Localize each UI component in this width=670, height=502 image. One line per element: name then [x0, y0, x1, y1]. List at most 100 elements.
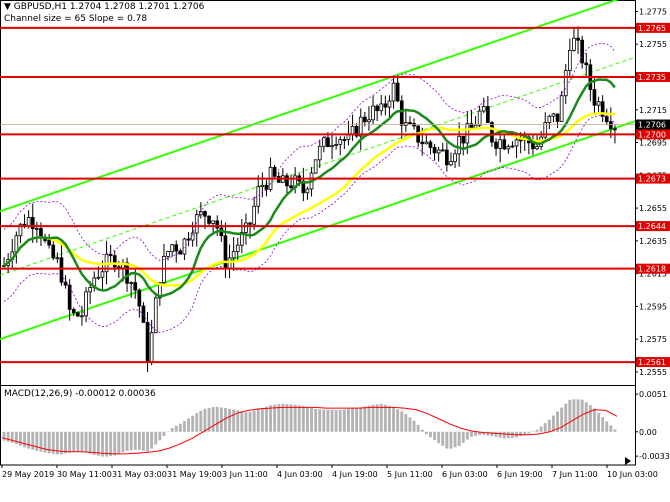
candle-body [330, 145, 334, 148]
candle-body [84, 291, 88, 317]
macd-histogram-bar [260, 407, 264, 432]
candle-body [563, 70, 568, 97]
macd-histogram-bar [404, 414, 408, 432]
macd-histogram-bar [326, 409, 330, 432]
candle-body [502, 139, 507, 150]
price-tick-label: 1.2575 [639, 335, 667, 344]
macd-histogram-bar [10, 431, 14, 443]
price-tick-label: 1.2775 [639, 7, 667, 16]
macd-histogram-bar [183, 421, 186, 432]
candle-body [272, 166, 277, 177]
macd-histogram-bar [248, 412, 252, 432]
candle-body [408, 122, 412, 124]
macd-histogram-bar [60, 431, 63, 455]
macd-histogram-bar [609, 425, 613, 432]
macd-histogram-bar [293, 404, 297, 432]
candle-body [596, 101, 601, 106]
candle-body [428, 141, 433, 148]
dropdown-arrow-icon[interactable]: ▼ [4, 2, 11, 12]
macd-histogram-bar [162, 431, 166, 436]
level-label-bg [636, 263, 670, 274]
macd-histogram-bar [142, 431, 145, 451]
macd-histogram-bar [535, 429, 539, 432]
macd-histogram-bar [383, 404, 387, 432]
candle-body [223, 235, 228, 269]
macd-histogram-bar [285, 404, 289, 432]
candle-body [211, 220, 215, 224]
macd-histogram-bar [568, 399, 572, 432]
candle-body [424, 141, 429, 145]
candle-body [375, 105, 379, 112]
channel-info: Channel size = 65 Slope = 0.78 [4, 14, 148, 24]
price-tick-label: 1.2555 [639, 368, 667, 377]
candle-body [477, 110, 482, 126]
candle-body [252, 205, 256, 225]
candle-body [387, 100, 392, 108]
candle-body [149, 332, 154, 363]
candle-body [572, 37, 576, 51]
level-label-bg [636, 129, 670, 140]
macd-histogram-bar [92, 431, 96, 455]
macd-histogram-bar [494, 431, 498, 437]
macd-histogram-bar [277, 404, 281, 432]
channel-upper-line [0, 0, 619, 213]
macd-histogram-bar [101, 431, 104, 457]
candle-body [248, 222, 252, 225]
candle-body [14, 235, 19, 253]
macd-tick-label: 0.00 [639, 428, 657, 437]
macd-histogram-bar [174, 425, 178, 432]
candle-body [613, 128, 617, 131]
macd-histogram-bar [2, 431, 6, 441]
candle-body [260, 184, 265, 188]
candle-body [35, 228, 39, 230]
macd-histogram-bar [19, 431, 22, 446]
channel-lower-line [0, 120, 636, 341]
candle-body [166, 251, 170, 257]
symbol-info: ▼ GBPUSD,H1 1.2704 1.2708 1.2701 1.2706 [4, 2, 204, 12]
candle-body [584, 62, 589, 66]
candle-body [182, 238, 187, 255]
macd-histogram-bar [23, 431, 26, 448]
macd-histogram-bar [461, 431, 465, 443]
macd-histogram-bar [47, 431, 51, 454]
candle-body [440, 149, 445, 152]
macd-histogram-bar [109, 431, 113, 456]
macd-histogram-bar [601, 417, 605, 432]
macd-histogram-bar [154, 431, 158, 445]
level-label: 1.2673 [638, 175, 666, 184]
time-tick-label: 31 May 19:00 [167, 470, 222, 479]
candle-body [354, 125, 359, 137]
macd-histogram-bar [613, 429, 617, 432]
candle-body [494, 141, 498, 149]
price-tick-label: 1.2715 [639, 106, 667, 115]
candle-body [194, 214, 199, 234]
macd-histogram-bar [482, 431, 486, 436]
candle-body [289, 185, 293, 189]
candle-body [190, 232, 195, 241]
macd-histogram-bar [219, 407, 223, 432]
ma-yellow-line [3, 111, 616, 287]
macd-tick-label: 0.0051 [639, 390, 667, 399]
macd-histogram-bar [158, 431, 162, 441]
macd-histogram-bar [449, 431, 453, 449]
macd-histogram-bar [400, 411, 404, 432]
channel-mid-line [0, 56, 636, 276]
candle-body [137, 289, 142, 307]
macd-histogram-bar [224, 408, 227, 432]
macd-signal-line [1, 406, 618, 455]
macd-histogram-bar [539, 426, 543, 432]
macd-histogram-bar [396, 409, 400, 432]
candle-body [379, 103, 384, 112]
candle-body [449, 161, 453, 166]
envelope-lower-line [3, 115, 616, 333]
candle-body [506, 146, 511, 150]
candle-body [580, 39, 584, 64]
macd-histogram-bar [318, 409, 322, 432]
macd-histogram-bar [297, 405, 301, 432]
candle-body [371, 105, 375, 121]
macd-histogram-bar [408, 417, 412, 432]
candle-body [367, 119, 371, 123]
candle-body [26, 217, 31, 227]
scroll-right-icon [625, 457, 631, 465]
